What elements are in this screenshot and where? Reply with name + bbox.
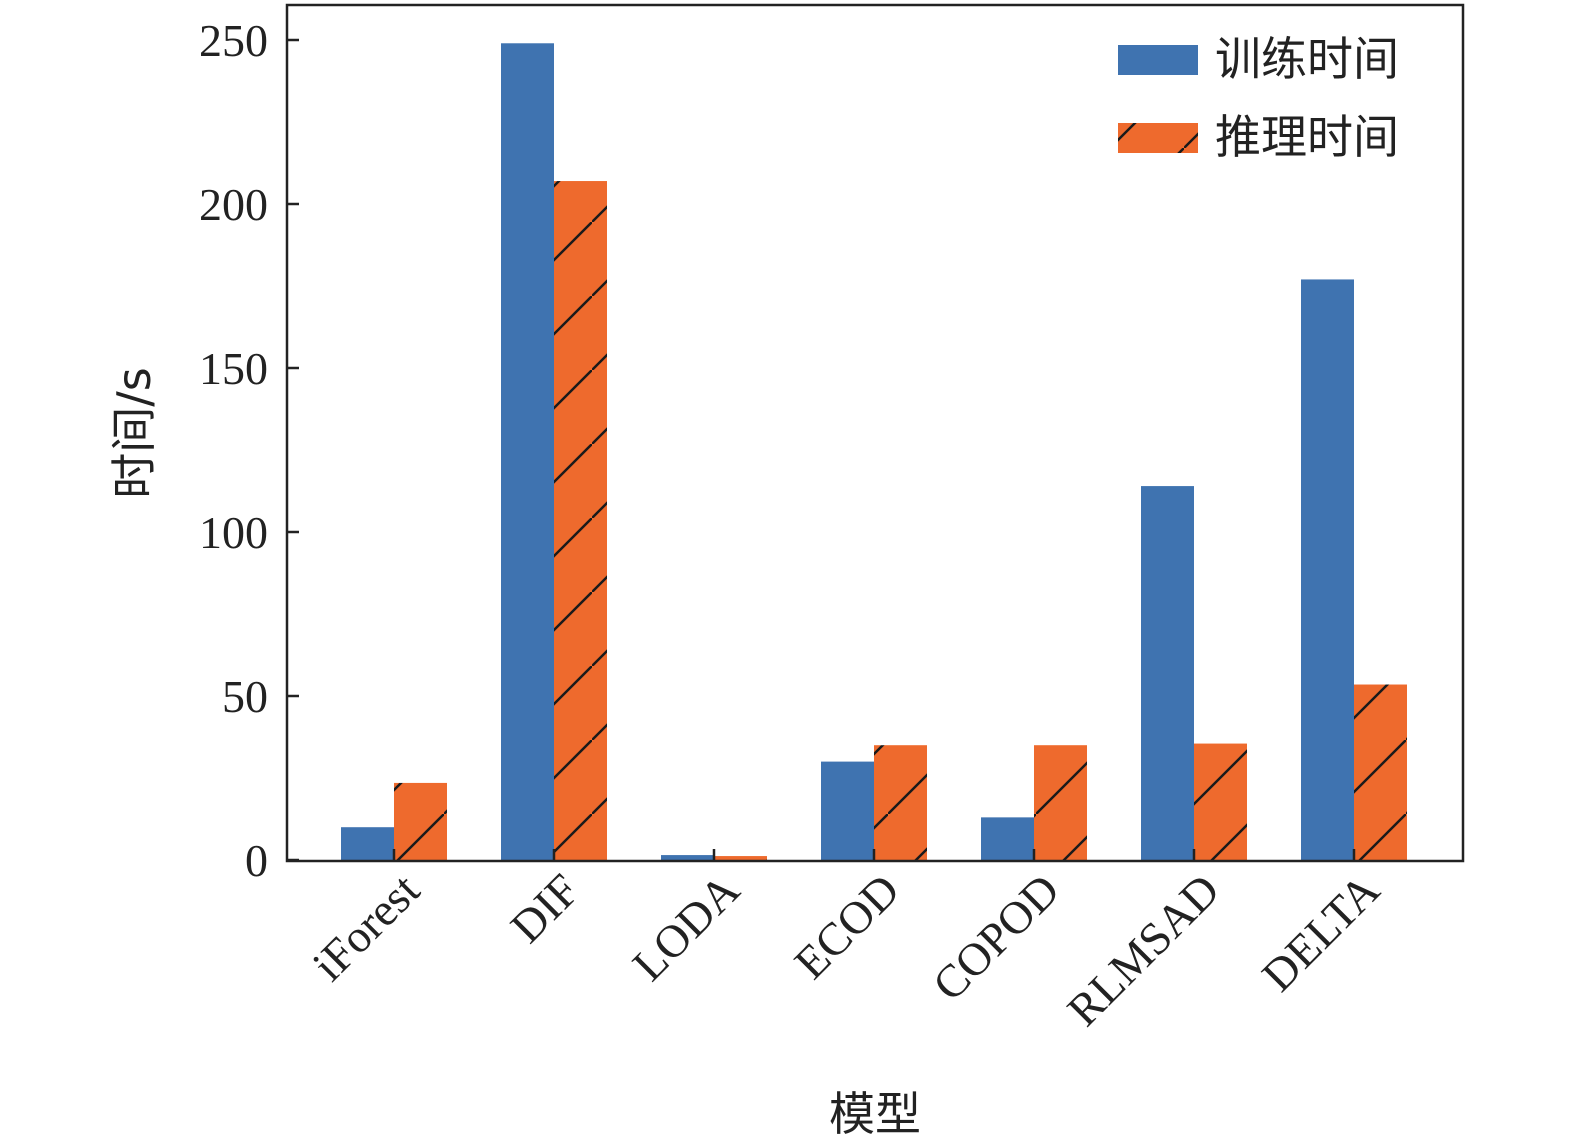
x-tick-label-iforest: iForest [303,864,430,991]
y-axis: 0 50 100 150 200 250 [199,15,299,886]
bar-loda-series-2 [714,856,767,860]
y-tick-label: 150 [199,343,268,394]
y-tick-label: 0 [245,835,268,886]
x-tick-label-rlmsad: RLMSAD [1057,864,1229,1036]
bar-rlmsad-series-1 [1141,486,1194,860]
x-tick-label-copod: COPOD [923,864,1069,1010]
legend-label-series-2: 推理时间 [1215,110,1399,164]
bar-copod-series-1 [981,817,1034,860]
x-tick-label-loda: LODA [623,864,749,990]
x-tick-label-dif: DIF [501,864,589,952]
bars-layer [341,43,1407,861]
y-axis-title: 时间/s [107,367,161,498]
x-tick-label-ecod: ECOD [784,864,909,989]
bar-dif-series-1 [501,43,554,860]
y-tick-label: 50 [222,671,268,722]
bar-ecod-series-1 [821,761,874,860]
bar-iforest-series-1 [341,827,394,860]
bar-copod-series-2 [1034,745,1087,860]
bar-dif-series-2 [554,181,607,861]
y-tick-label: 250 [199,15,268,66]
bar-loda-series-1 [661,855,714,860]
bar-delta-series-2 [1354,684,1407,860]
bar-iforest-series-2 [394,782,447,860]
x-tick-label-delta: DELTA [1252,864,1389,1001]
y-tick-label: 100 [199,507,268,558]
bar-ecod-series-2 [874,745,927,860]
bar-delta-series-1 [1301,279,1354,860]
legend-label-series-1: 训练时间 [1215,32,1399,86]
bar-rlmsad-series-2 [1194,743,1247,860]
x-axis-title: 模型 [829,1087,921,1141]
legend-swatch-series-1 [1118,45,1198,75]
legend-swatch-series-2 [1118,123,1198,153]
y-tick-label: 200 [199,179,268,230]
